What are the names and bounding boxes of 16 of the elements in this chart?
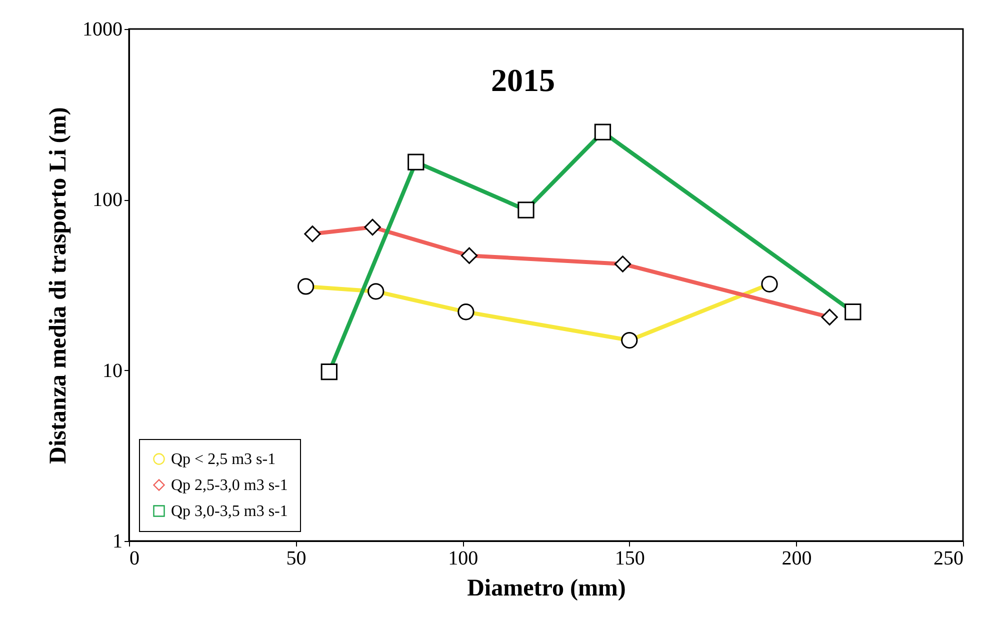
y-tick-label: 1 <box>112 530 122 552</box>
x-tick-label: 0 <box>130 548 140 570</box>
x-tick-label: 50 <box>286 548 306 570</box>
x-tick-label: 100 <box>448 548 478 570</box>
text: 2015 <box>491 62 555 98</box>
legend-label: Qp < 2,5 m3 s-1 <box>171 451 276 468</box>
legend-label: Qp 3,0-3,5 m3 s-1 <box>171 503 288 520</box>
x-tick-label: 200 <box>782 548 812 570</box>
x-axis-title: Diametro (mm) <box>467 576 626 602</box>
x-tick-label: 250 <box>934 548 964 570</box>
y-tick-label: 100 <box>92 189 122 212</box>
y-axis-title: Distanza media di trasporto Li (m) <box>46 107 72 464</box>
y-tick-label: 10 <box>102 360 122 382</box>
x-tick-label: 150 <box>614 548 645 570</box>
legend-label: Qp 2,5-3,0 m3 s-1 <box>171 477 288 494</box>
y-tick-label: 1000 <box>82 18 122 40</box>
